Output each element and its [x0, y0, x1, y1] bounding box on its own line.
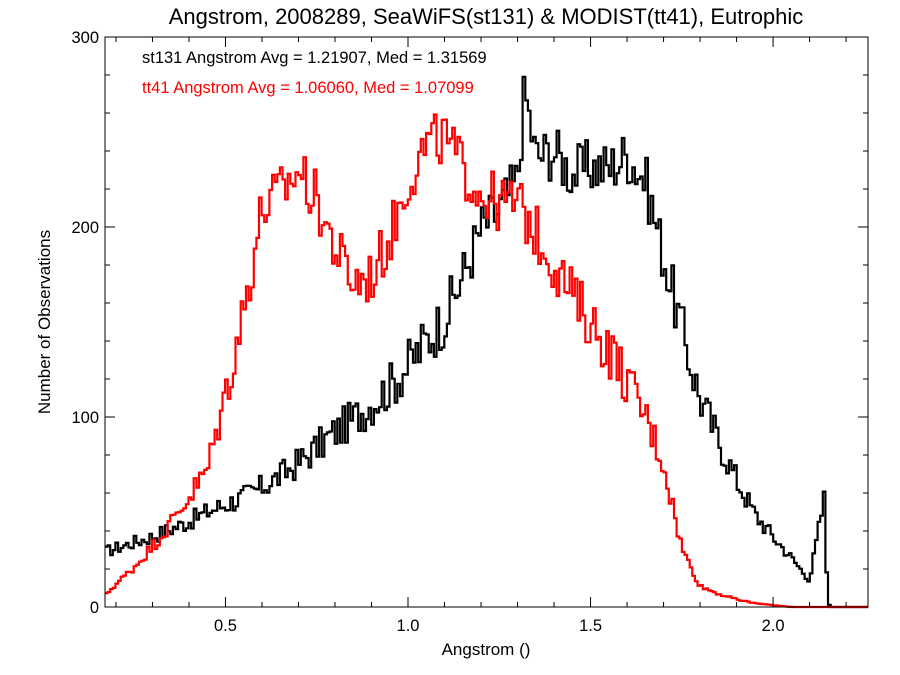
annotation-st131: st131 Angstrom Avg = 1.21907, Med = 1.31…: [142, 49, 487, 67]
x-axis-label: Angstrom (): [442, 640, 531, 659]
x-tick-label: 1.5: [579, 617, 602, 635]
x-tick-label: 0.5: [214, 617, 237, 635]
series-layer: [105, 75, 868, 609]
chart-title: Angstrom, 2008289, SeaWiFS(st131) & MODI…: [169, 4, 804, 29]
y-tick-label: 100: [71, 409, 99, 427]
plot-frame: [104, 36, 869, 608]
y-tick-label: 300: [71, 29, 99, 47]
annotation-tt41: tt41 Angstrom Avg = 1.06060, Med = 1.070…: [142, 79, 474, 97]
series-st131-histogram: [105, 75, 868, 609]
x-tick-label: 1.0: [397, 617, 420, 635]
ticks-layer: 0.5 1.0 1.5 2.0 0 100 200 300: [71, 29, 868, 635]
y-tick-label: 200: [71, 219, 99, 237]
series-tt41-histogram: [105, 113, 868, 609]
y-tick-label: 0: [90, 599, 99, 617]
y-axis-label: Number of Observations: [35, 230, 54, 414]
x-tick-label: 2.0: [762, 617, 785, 635]
